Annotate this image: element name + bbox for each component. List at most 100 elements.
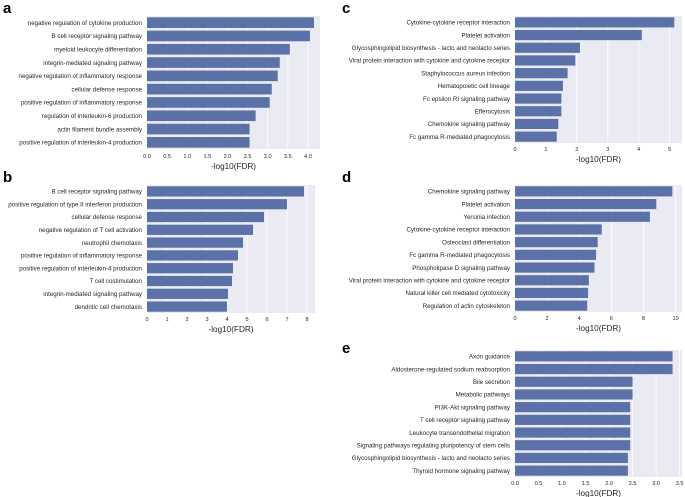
category-label: Fc gamma R-mediated phagocytosis xyxy=(409,252,510,259)
panel-a: a 0.0 0.5 1.0 1.5 2.0 2.5 3.0 3.5 4.0 negative reg… xyxy=(3,0,320,171)
panel-c: c 0 1 2 3 4 5 Cytokine-cytokine receptor intera… xyxy=(342,0,682,164)
bar xyxy=(147,250,238,261)
panel-letter: e xyxy=(342,340,350,357)
x-axis-label: -log10(FDR) xyxy=(576,155,621,164)
x-tick-label: 2 xyxy=(185,317,188,323)
category-label: negative regulation of T cell activation xyxy=(39,227,143,234)
category-label: positive regulation of inflammatory resp… xyxy=(21,253,143,260)
category-label: Natural killer cell mediated cytotoxicit… xyxy=(405,290,510,297)
x-tick-label: 5 xyxy=(245,317,248,323)
bar xyxy=(515,42,580,53)
category-label: Viral protein interaction with cytokine … xyxy=(349,277,510,284)
category-label: Cytokine-cytokine receptor interaction xyxy=(406,20,510,27)
bar xyxy=(515,275,589,286)
x-tick-label: 3 xyxy=(606,147,609,153)
category-label: Chemokine signaling pathway xyxy=(428,189,511,196)
bar xyxy=(515,118,559,130)
bar xyxy=(515,351,673,362)
x-tick-label: 1.0 xyxy=(183,154,191,160)
category-label: positive regulation of type II interfero… xyxy=(8,201,142,208)
x-tick-label: 2.5 xyxy=(629,481,637,487)
x-tick-label: 3.5 xyxy=(284,154,292,160)
x-tick-label: 3.0 xyxy=(264,154,272,160)
x-tick-label: 6 xyxy=(265,317,268,323)
x-tick-label: 2 xyxy=(575,147,578,153)
category-label: Cytokine-cytokine receptor interaction xyxy=(406,227,510,234)
bar xyxy=(515,249,597,260)
category-label: positive regulation of inflammatory resp… xyxy=(21,100,143,107)
x-tick-label: 0 xyxy=(513,147,516,153)
category-label: Thyroid hormone signaling pathway xyxy=(412,468,511,475)
category-label: B cell receptor signaling pathway xyxy=(52,189,143,196)
x-tick-label: 0 xyxy=(513,316,516,322)
bar xyxy=(515,29,642,41)
category-label: actin filament bundle assembly xyxy=(57,126,143,133)
bar xyxy=(147,237,243,248)
x-tick-label: 2.0 xyxy=(605,481,613,487)
x-tick-label: 10 xyxy=(672,316,678,322)
category-label: integrin-mediated signaling pathway xyxy=(43,291,143,298)
x-tick-label: 3.0 xyxy=(652,481,660,487)
bar xyxy=(147,224,253,235)
category-label: negative regulation of cytokine producti… xyxy=(28,20,143,27)
bar xyxy=(515,300,588,311)
bar xyxy=(147,57,280,68)
bar xyxy=(147,211,264,223)
bar xyxy=(515,287,589,299)
panel-e: e 0.0 0.5 1.0 1.5 2.0 2.5 3.0 3.5 Axon guidance Al… xyxy=(342,340,684,497)
x-tick-label: 0 xyxy=(145,317,148,323)
bar xyxy=(515,93,562,104)
category-label: Yersinia infection xyxy=(463,214,510,221)
category-label: Axon guidance xyxy=(469,354,510,361)
bar xyxy=(147,17,314,28)
category-label: Efferocytosis xyxy=(475,108,510,115)
x-axis-label: -log10(FDR) xyxy=(576,324,621,333)
x-tick-label: 1 xyxy=(544,147,547,153)
bar xyxy=(515,465,628,476)
category-label: Metabolic pathways xyxy=(456,392,510,399)
category-label: Staphylococcus aureus infection xyxy=(421,70,510,77)
bar xyxy=(515,402,631,413)
x-tick-label: 2 xyxy=(546,316,549,322)
bar xyxy=(515,80,563,91)
category-label: Platelet activation xyxy=(462,201,511,208)
bar xyxy=(147,199,287,210)
x-tick-label: 1.5 xyxy=(203,154,211,160)
bar xyxy=(515,106,562,117)
x-tick-label: 4 xyxy=(225,317,228,323)
x-tick-label: 0.5 xyxy=(535,481,543,487)
x-tick-label: 4 xyxy=(578,316,581,322)
panel-letter: d xyxy=(342,169,351,186)
category-label: negative regulation of inflammatory resp… xyxy=(19,73,143,80)
x-tick-label: 1.5 xyxy=(582,481,590,487)
bar xyxy=(147,301,227,312)
bar xyxy=(147,30,310,42)
bar xyxy=(515,262,595,273)
bar xyxy=(147,110,256,122)
panel-letter: a xyxy=(3,0,12,17)
x-axis-label: -log10(FDR) xyxy=(576,489,621,497)
bar xyxy=(147,275,232,287)
category-label: Viral protein interaction with cytokine … xyxy=(349,58,510,65)
category-label: T cell costimulation xyxy=(90,278,143,285)
x-axis-label: -log10(FDR) xyxy=(208,325,253,334)
bar xyxy=(147,83,272,95)
bar xyxy=(515,389,633,400)
bar xyxy=(147,97,270,108)
x-tick-label: 7 xyxy=(285,317,288,323)
bar xyxy=(515,198,657,210)
category-label: Glycosphingolipid biosynthesis - lacto a… xyxy=(352,45,510,52)
category-label: Phospholipase D signaling pathway xyxy=(412,265,511,272)
panel-letter: b xyxy=(3,169,12,186)
x-tick-label: 8 xyxy=(305,317,308,323)
category-label: Platelet activation xyxy=(462,32,511,39)
category-label: Glycosphingolipid biosynthesis - lacto a… xyxy=(352,455,510,462)
x-tick-label: 4 xyxy=(637,147,640,153)
category-label: Bile secretion xyxy=(473,379,511,386)
bar xyxy=(515,131,557,142)
bar xyxy=(515,17,675,28)
category-label: dendritic cell chemotaxis xyxy=(75,304,142,311)
category-label: positive regulation of interleukin-4 pro… xyxy=(19,265,142,272)
bar xyxy=(515,237,598,248)
